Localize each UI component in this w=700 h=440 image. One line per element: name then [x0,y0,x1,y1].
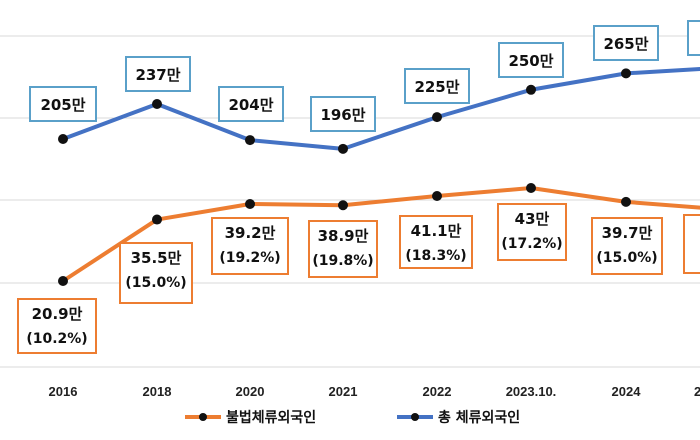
x-tick-label-5: 2023.10. [506,384,557,399]
illegal-label-box-6 [591,217,663,275]
data-labels-layer: 205만237만204만196만225만250만265만220.9만(10.2%… [17,20,700,354]
illegal-label-box-2 [211,217,289,275]
total-point-1 [152,99,162,109]
total-point-4 [432,112,442,123]
illegal-label-box-4 [399,215,473,269]
illegal-data-label-4: 41.1만 [411,222,462,240]
total-point-5 [526,84,536,95]
total-point-0 [58,134,68,144]
total-data-label-1: 237만 [135,66,180,84]
illegal-point-0 [58,276,68,286]
total-point-2 [245,135,255,146]
illegal-share-label-5: (17.2%) [501,236,562,252]
illegal-label-box-5 [497,203,567,261]
legend-label-illegal: 불법체류외국인 [226,409,316,426]
total-label-box-6 [593,25,659,61]
illegal-series-line [61,186,700,283]
illegal-data-label-2: 39.2만 [225,224,276,242]
total-data-label-3: 196만 [320,106,365,124]
x-tick-label-3: 2021 [329,384,358,399]
total-label-box-3 [310,96,376,132]
total-label-box-4 [404,68,470,104]
total-label-box-2 [218,86,284,122]
illegal-point-3 [338,200,348,211]
illegal-share-label-6: (15.0%) [596,250,657,266]
series-layer [58,66,700,286]
illegal-label-box-3 [308,220,378,278]
legend-marker-illegal [199,413,207,421]
illegal-data-label-0: 20.9만 [32,305,83,323]
total-series-line [62,66,700,151]
illegal-share-label-0: (10.2%) [26,331,87,347]
x-tick-label-2: 2020 [236,384,265,399]
x-tick-label-0: 2016 [49,384,78,399]
illegal-point-5 [526,183,536,193]
illegal-data-label-5: 43만 [515,210,550,228]
total-label-box-1 [125,56,191,92]
gridlines [0,35,700,368]
illegal-data-label-6: 39.7만 [602,224,653,242]
illegal-label-box-0 [17,298,97,354]
illegal-label-box-1 [119,242,193,304]
total-label-box-7 [687,20,700,56]
x-tick-label-1: 2018 [143,384,172,399]
illegal-share-label-1: (15.0%) [125,275,186,291]
total-point-3 [338,143,348,154]
total-data-label-5: 250만 [508,52,553,70]
illegal-data-label-1: 35.5만 [131,249,182,267]
total-label-box-5 [498,42,564,78]
illegal-share-label-4: (18.3%) [405,248,466,264]
x-tick-label-6: 2024 [612,384,642,399]
total-point-6 [621,68,631,79]
illegal-label-box-7 [683,214,700,274]
x-axis-ticks: 2016 2018 2020 2021 2022 2023.10. 2024 2 [49,384,700,399]
x-tick-label-4: 2022 [423,384,452,399]
illegal-data-label-3: 38.9만 [318,227,369,245]
total-data-label-2: 204만 [228,96,273,114]
x-tick-label-7: 2 [694,384,700,399]
total-data-label-6: 265만 [603,35,648,53]
total-data-label-0: 205만 [40,96,85,114]
illegal-point-2 [245,198,255,209]
legend-marker-total [411,413,419,421]
illegal-share-label-3: (19.8%) [312,253,373,269]
total-data-label-4: 225만 [414,78,459,96]
legend: 불법체류외국인 총 체류외국인 [185,409,520,426]
illegal-point-6 [621,196,631,207]
illegal-point-1 [152,214,162,225]
legend-label-total: 총 체류외국인 [438,409,520,426]
illegal-share-label-2: (19.2%) [219,250,280,266]
total-label-box-0 [29,86,97,122]
illegal-point-4 [432,190,442,201]
